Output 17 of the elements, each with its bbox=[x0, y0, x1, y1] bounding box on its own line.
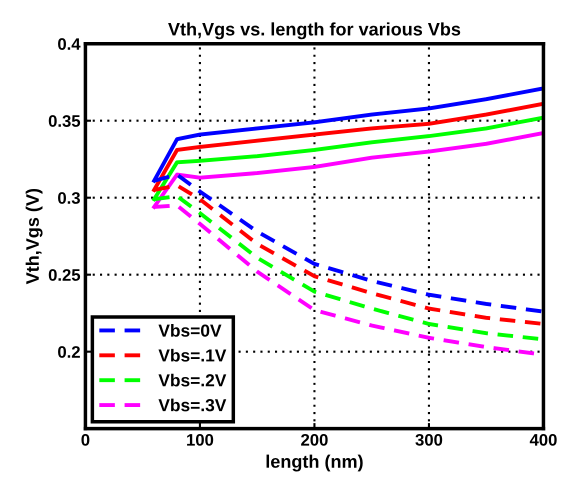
y-tick-label: 0.25 bbox=[48, 269, 80, 281]
x-tick-label: 0 bbox=[81, 434, 90, 446]
legend-label: Vbs=0V bbox=[158, 324, 222, 337]
y-axis-title: Vth,Vgs (V) bbox=[26, 188, 43, 284]
x-axis-title: length (nm) bbox=[266, 454, 363, 472]
y-tick-label: 0.2 bbox=[58, 346, 80, 358]
x-tick-label: 400 bbox=[530, 434, 557, 446]
legend-label: Vbs=.2V bbox=[158, 374, 226, 386]
legend-label: Vbs=.3V bbox=[158, 398, 226, 412]
legend-label: Vbs=.1V bbox=[158, 348, 226, 362]
y-tick-label: 0.3 bbox=[58, 192, 80, 204]
x-tick-label: 300 bbox=[415, 434, 442, 446]
y-tick-label: 0.35 bbox=[48, 115, 80, 127]
chart-title: Vth,Vgs vs. length for various Vbs bbox=[168, 22, 460, 40]
x-tick-label: 200 bbox=[301, 434, 328, 446]
y-tick-label: 0.4 bbox=[58, 38, 80, 50]
x-tick-label: 100 bbox=[187, 434, 214, 446]
